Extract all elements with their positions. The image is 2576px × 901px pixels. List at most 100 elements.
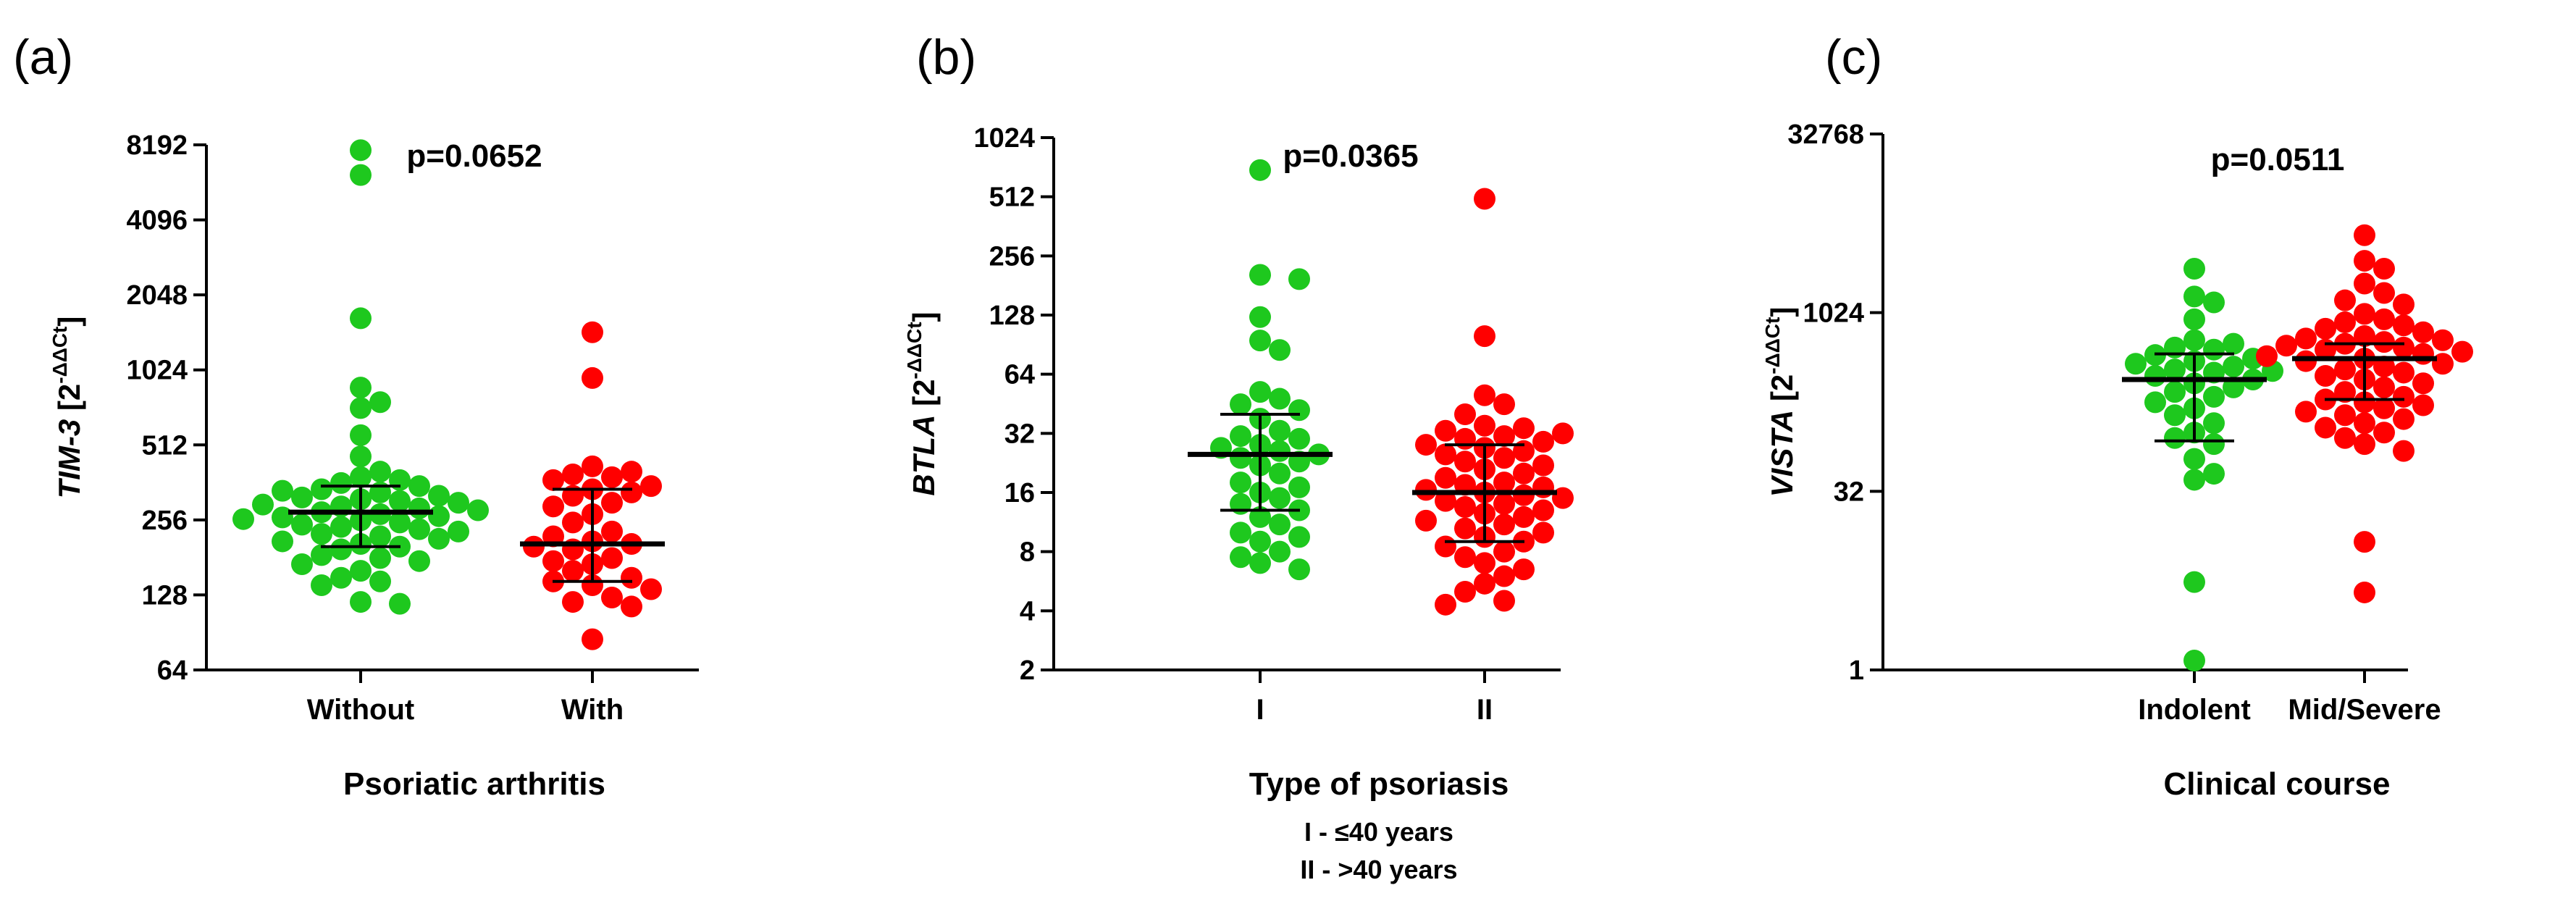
- data-point: [1230, 521, 1251, 544]
- data-point: [2334, 427, 2356, 449]
- data-point: [2393, 314, 2415, 337]
- data-point: [1454, 427, 1476, 450]
- data-point: [2144, 391, 2166, 414]
- p-value: p=0.0511: [2211, 142, 2345, 177]
- data-point: [2144, 365, 2166, 387]
- data-point: [389, 511, 411, 534]
- data-point: [448, 492, 469, 514]
- y-tick-label: 8192: [126, 130, 188, 161]
- data-point: [1269, 487, 1291, 509]
- y-axis-title-unit: [2: [52, 384, 86, 419]
- data-point: [1249, 159, 1271, 181]
- data-point: [428, 505, 450, 527]
- data-point: [1552, 487, 1574, 509]
- data-point: [2354, 325, 2375, 348]
- data-point: [1415, 434, 1437, 456]
- data-point: [272, 479, 293, 502]
- data-point: [1435, 593, 1456, 616]
- data-point: [1249, 306, 1271, 328]
- data-point: [272, 506, 293, 529]
- y-axis-title: TIM-3 [2-ΔΔCt]: [49, 317, 86, 499]
- data-point: [2354, 391, 2375, 414]
- data-point: [1435, 535, 1456, 558]
- data-point: [1513, 462, 1535, 485]
- data-point: [369, 525, 391, 548]
- data-point: [2315, 416, 2336, 439]
- data-point: [1493, 590, 1515, 612]
- data-point: [2183, 650, 2205, 672]
- data-point: [2164, 359, 2186, 381]
- data-point: [1532, 499, 1554, 521]
- data-point: [1513, 417, 1535, 440]
- data-point: [350, 560, 372, 582]
- x-tick-label: II: [1477, 694, 1493, 726]
- xaxis-note-1: I - ≤40 years: [1304, 817, 1453, 847]
- y-axis-title: BTLA [2-ΔΔCt]: [903, 311, 941, 495]
- data-point: [330, 472, 352, 494]
- data-point: [1249, 552, 1271, 574]
- data-point: [1454, 450, 1476, 473]
- data-point: [232, 508, 254, 530]
- data-point: [291, 553, 313, 576]
- x-tick-label: I: [1256, 694, 1264, 726]
- y-tick-label: 8: [1020, 537, 1035, 568]
- data-point: [330, 566, 352, 589]
- data-point: [2183, 329, 2205, 351]
- data-point: [2393, 336, 2415, 359]
- y-axis-title-unit: [2: [907, 380, 941, 415]
- data-point: [1493, 425, 1515, 448]
- data-point: [2373, 308, 2395, 330]
- y-axis-title-unit: [2: [1765, 374, 1799, 410]
- y-tick-label: 16: [1004, 478, 1035, 508]
- data-point: [2393, 361, 2415, 384]
- data-point: [1415, 509, 1437, 532]
- data-point: [2315, 365, 2336, 387]
- data-point: [523, 535, 545, 558]
- y-axis-title-exponent: -ΔΔCt: [49, 327, 71, 384]
- data-point: [601, 586, 623, 608]
- data-point: [350, 164, 372, 186]
- data-point: [330, 516, 352, 538]
- y-tick-label: 128: [142, 580, 188, 611]
- data-point: [1288, 526, 1310, 548]
- data-point: [2373, 376, 2395, 398]
- data-point: [1435, 466, 1456, 489]
- data-point: [621, 481, 642, 503]
- data-point: [2295, 401, 2317, 423]
- data-point: [1249, 381, 1271, 403]
- data-point: [1230, 425, 1251, 448]
- data-point: [562, 511, 584, 534]
- data-point: [1493, 447, 1515, 469]
- data-point: [640, 475, 662, 498]
- data-point: [291, 514, 313, 536]
- data-point: [2334, 381, 2356, 403]
- y-tick-label: 1024: [126, 356, 188, 386]
- xaxis-title-a: Psoriatic arthritis: [343, 766, 605, 802]
- data-point: [1435, 490, 1456, 512]
- y-axis-title-gene: VISTA: [1765, 410, 1799, 498]
- y-axis-title-bracket: ]: [52, 317, 86, 327]
- data-point: [2256, 345, 2278, 367]
- data-point: [2223, 356, 2244, 378]
- data-point: [350, 139, 372, 162]
- data-point: [1230, 447, 1251, 469]
- data-point: [582, 455, 603, 477]
- data-point: [369, 547, 391, 569]
- data-point: [2412, 394, 2434, 416]
- data-point: [542, 495, 564, 518]
- data-point: [1269, 387, 1291, 410]
- y-tick-label: 2: [1020, 655, 1035, 686]
- data-point: [408, 518, 430, 540]
- data-point: [2315, 317, 2336, 340]
- y-tick-label: 32768: [1787, 120, 1864, 150]
- data-point: [1288, 476, 1310, 498]
- data-point: [2354, 531, 2375, 553]
- y-tick-label: 32: [1004, 419, 1035, 449]
- data-point: [252, 493, 274, 516]
- data-point: [369, 461, 391, 483]
- data-point: [2354, 303, 2375, 325]
- y-tick-label: 512: [142, 430, 188, 461]
- data-point: [1230, 472, 1251, 494]
- data-point: [1269, 419, 1291, 442]
- data-point: [1454, 403, 1476, 426]
